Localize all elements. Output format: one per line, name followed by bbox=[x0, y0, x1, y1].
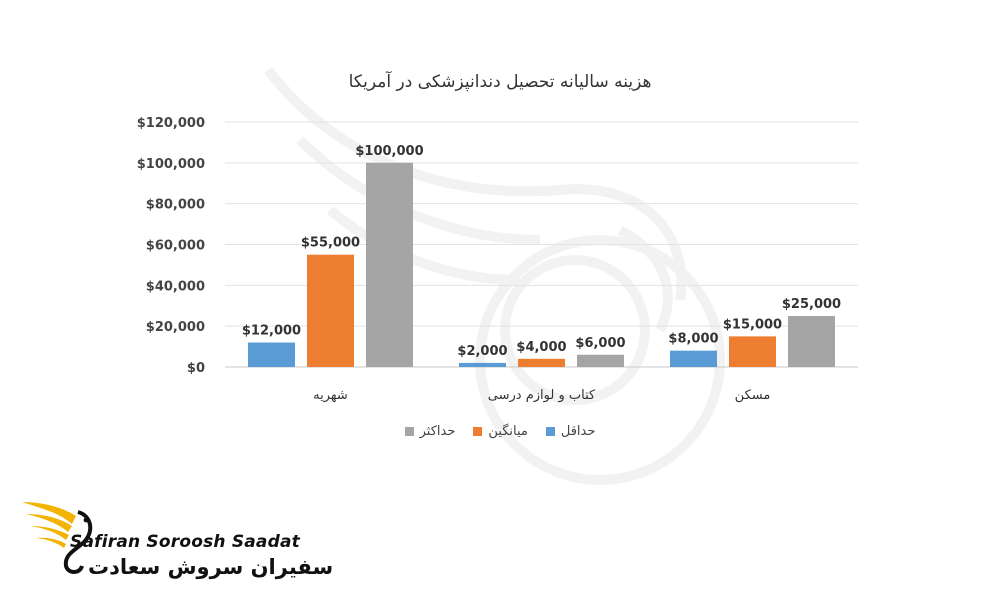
x-axis: شهریه کتاب و لوازم درسی مسکن bbox=[313, 388, 770, 403]
brand-wing-icon bbox=[22, 502, 93, 574]
bar-2-1 bbox=[307, 254, 354, 367]
bar-2-3 bbox=[729, 336, 776, 367]
bar-3-2 bbox=[577, 354, 624, 367]
legend: حداقل میانگین حداکثر bbox=[0, 424, 1000, 439]
brand-name-en: Safiran Soroosh Saadat bbox=[70, 532, 300, 552]
legend-item: میانگین bbox=[473, 424, 528, 439]
bar-1-2 bbox=[459, 362, 506, 367]
data-label: $25,000 bbox=[782, 297, 841, 312]
bar-1-1 bbox=[248, 342, 295, 367]
y-tick-label: $0 bbox=[187, 361, 205, 376]
legend-swatch bbox=[545, 427, 555, 436]
x-category-label: مسکن bbox=[735, 388, 771, 403]
bar-3-1 bbox=[366, 162, 413, 367]
y-tick-label: $100,000 bbox=[137, 157, 205, 172]
y-tick-label: $80,000 bbox=[146, 198, 205, 213]
bar-2-2 bbox=[518, 358, 565, 367]
legend-swatch bbox=[473, 427, 483, 436]
bar-3-3 bbox=[788, 315, 835, 367]
y-tick-label: $120,000 bbox=[137, 116, 205, 131]
data-label: $100,000 bbox=[355, 144, 423, 159]
x-category-label: شهریه bbox=[313, 388, 348, 403]
bar-1-3 bbox=[670, 350, 717, 367]
y-tick-label: $40,000 bbox=[146, 279, 205, 294]
legend-label: میانگین bbox=[488, 424, 528, 439]
data-label: $2,000 bbox=[457, 344, 507, 359]
bars: $12,000 $55,000 $100,000 $2,000 $4,000 $6,000… bbox=[242, 144, 841, 367]
x-category-label: کتاب و لوازم درسی bbox=[488, 388, 596, 403]
data-label: $55,000 bbox=[301, 236, 360, 251]
data-label: $8,000 bbox=[668, 332, 718, 347]
data-label: $12,000 bbox=[242, 324, 301, 339]
legend-swatch bbox=[404, 427, 414, 436]
legend-item: حداقل bbox=[545, 424, 596, 439]
y-tick-label: $60,000 bbox=[146, 239, 205, 254]
chart-title: هزینه سالیانه تحصیل دندانپزشکی در آمریکا bbox=[348, 72, 652, 92]
y-axis: $0 $20,000 $40,000 $60,000 $80,000 $100,000 $1… bbox=[137, 116, 205, 376]
legend-label: حداقل bbox=[560, 424, 596, 439]
brand-name-fa: سفیران سروش سعادت bbox=[88, 555, 334, 579]
y-tick-label: $20,000 bbox=[146, 320, 205, 335]
data-label: $15,000 bbox=[723, 317, 782, 332]
legend-item: حداکثر bbox=[404, 424, 456, 439]
data-label: $6,000 bbox=[575, 336, 625, 351]
legend-label: حداکثر bbox=[419, 424, 456, 439]
data-label: $4,000 bbox=[516, 340, 566, 355]
